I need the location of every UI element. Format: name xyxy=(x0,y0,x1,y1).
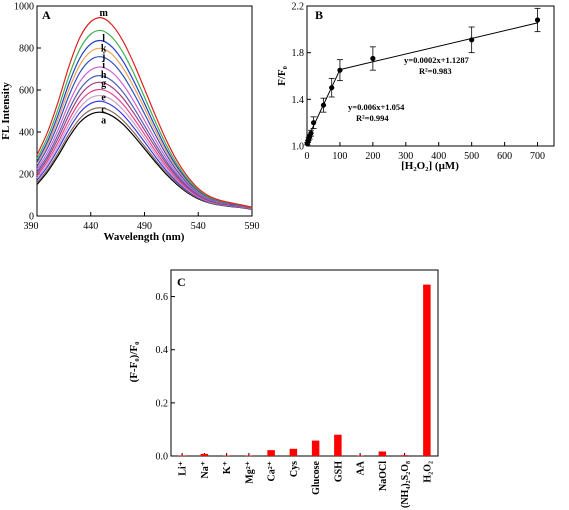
spectrum-curve-b xyxy=(36,107,253,210)
c-y-tick-label: 0.2 xyxy=(156,398,169,409)
c-category-label: Cys xyxy=(289,461,300,477)
panel-a-y-axis-label: FL Intensity xyxy=(0,82,12,140)
bar-7 xyxy=(334,434,342,456)
c-category-label: K⁺ xyxy=(222,461,233,474)
data-point xyxy=(329,85,335,91)
b-x-tick-label: 100 xyxy=(332,151,347,162)
c-category-label: (NH₄)₂S₂O₈ xyxy=(400,461,411,508)
b-y-tick-label: 2.2 xyxy=(292,2,305,13)
curve-label-c: c xyxy=(101,104,106,115)
spectrum-curve-m xyxy=(36,17,253,208)
curve-label-k: k xyxy=(101,44,107,55)
data-point xyxy=(469,37,475,43)
c-y-tick-label: 0.6 xyxy=(156,292,169,303)
c-category-label: AA xyxy=(356,460,367,475)
b-x-tick-label: 700 xyxy=(530,151,545,162)
c-category-label: Li⁺ xyxy=(178,461,189,476)
a-y-tick-label: 200 xyxy=(19,170,34,181)
panel-b-calibration-plot: B 0 100 200 300 400 500 600 700 1.0 1.4 1.8 2.2 y=0… xyxy=(276,2,555,172)
curve-label-l: l xyxy=(102,34,105,45)
b-x-tick-label: 0 xyxy=(305,151,310,162)
a-x-tick-label: 590 xyxy=(245,221,260,232)
a-y-tick-label: 0 xyxy=(29,212,34,223)
panel-c-letter: C xyxy=(177,275,186,289)
bar-5 xyxy=(289,448,298,456)
b-y-tick-label: 1.0 xyxy=(292,142,305,153)
curve-label-g: g xyxy=(101,79,106,90)
data-point xyxy=(534,17,541,23)
panel-b-letter: B xyxy=(315,8,323,22)
bar-11 xyxy=(423,284,431,456)
data-point xyxy=(370,55,376,62)
spectrum-curve-c xyxy=(36,100,253,210)
panel-a-letter: A xyxy=(42,8,51,22)
a-y-tick-label: 600 xyxy=(19,86,34,97)
bar-9 xyxy=(378,451,387,456)
c-category-label: H₂O₂ xyxy=(422,461,433,483)
panel-a-x-axis-label: Wavelength (nm) xyxy=(104,231,185,243)
b-x-tick-label: 300 xyxy=(398,151,413,162)
data-point xyxy=(310,120,317,126)
panel-c-y-axis-label: (F-F₀)/F₀ xyxy=(128,341,140,383)
data-point xyxy=(337,67,343,73)
panel-b-x-axis-label: [H₂O₂] (μM) xyxy=(401,160,459,172)
panel-c-frame xyxy=(170,269,439,457)
spectrum-curve-l xyxy=(36,29,253,208)
a-x-tick-label: 540 xyxy=(191,221,206,232)
spectrum-curve-i xyxy=(36,56,253,209)
fit-2-r2: R²=0.983 xyxy=(419,66,452,76)
curve-label-a: a xyxy=(101,115,106,126)
panel-a-frame xyxy=(36,5,253,217)
bar-1 xyxy=(200,453,209,456)
c-category-label: Na⁺ xyxy=(200,461,211,479)
panel-a-fluorescence-spectra: A 390 440 490 540 590 0 200 400 600 800 1000 acegh… xyxy=(0,2,260,244)
curve-label-h: h xyxy=(101,70,107,81)
b-x-tick-label: 500 xyxy=(464,151,479,162)
c-category-label: Glucose xyxy=(311,460,322,494)
a-y-tick-label: 400 xyxy=(19,128,34,139)
curve-label-j: j xyxy=(101,51,105,62)
a-y-tick-label: 800 xyxy=(19,44,34,55)
b-x-tick-label: 200 xyxy=(365,151,380,162)
fit-2-equation: y=0.0002x+1.1287 xyxy=(404,55,470,65)
panel-b-y-axis-label: F/F₀ xyxy=(276,65,288,85)
c-y-tick-label: 0.4 xyxy=(156,345,169,356)
bar-0 xyxy=(178,455,186,457)
c-category-label: Mg²⁺ xyxy=(244,461,255,484)
a-y-tick-label: 1000 xyxy=(14,2,34,13)
panel-b-frame xyxy=(306,5,555,147)
bar-8 xyxy=(356,455,364,457)
data-point xyxy=(308,130,314,136)
curve-label-m: m xyxy=(99,8,108,19)
fit-1-r2: R²=0.994 xyxy=(356,113,389,123)
curve-label-e: e xyxy=(101,93,106,104)
panel-c-selectivity-bars: C 0.0 0.2 0.4 0.6 Li⁺ Na⁺ K⁺ Mg²⁺ Ca²⁺ Cys Glucos… xyxy=(128,269,439,508)
a-x-tick-label: 440 xyxy=(83,221,98,232)
b-x-tick-label: 400 xyxy=(431,151,446,162)
bar-2 xyxy=(222,455,231,457)
a-x-tick-label: 390 xyxy=(24,221,39,232)
bar-6 xyxy=(311,440,320,456)
c-category-label: GSH xyxy=(333,461,344,482)
fit-1-equation: y=0.006x+1.054 xyxy=(348,102,405,112)
b-x-tick-label: 600 xyxy=(497,151,512,162)
c-category-label: Ca²⁺ xyxy=(267,461,278,482)
b-y-tick-label: 1.4 xyxy=(292,95,305,106)
bar-3 xyxy=(245,455,253,457)
a-x-tick-label: 490 xyxy=(137,221,152,232)
bar-10 xyxy=(400,455,409,456)
bar-4 xyxy=(267,450,275,456)
c-y-tick-label: 0.0 xyxy=(156,452,169,463)
curve-label-i: i xyxy=(102,60,105,71)
c-category-label: NaOCl xyxy=(378,461,389,491)
b-y-tick-label: 1.8 xyxy=(292,48,305,59)
data-point xyxy=(320,102,327,108)
